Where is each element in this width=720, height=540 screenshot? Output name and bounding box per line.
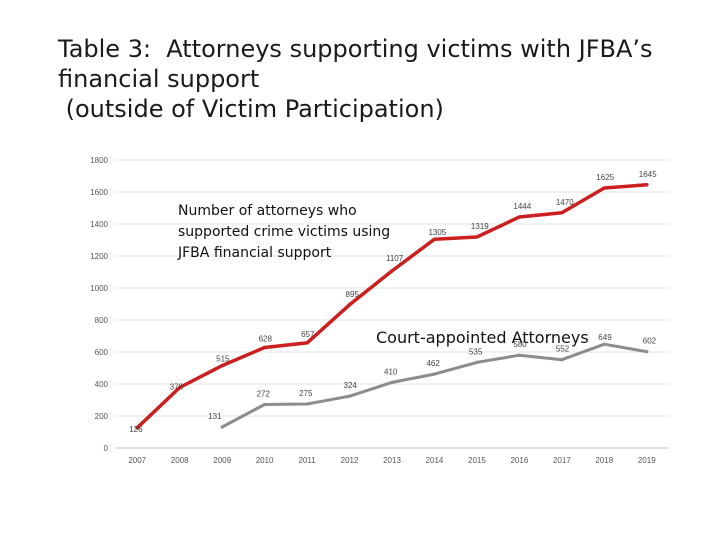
y-tick-label: 600 bbox=[95, 348, 109, 357]
y-tick-label: 1800 bbox=[90, 156, 108, 165]
data-point bbox=[517, 353, 521, 357]
data-point bbox=[305, 341, 309, 345]
data-point bbox=[560, 358, 564, 362]
data-label: 1107 bbox=[386, 254, 404, 263]
x-tick-label: 2009 bbox=[213, 456, 231, 465]
data-point bbox=[347, 394, 352, 398]
data-point bbox=[475, 235, 479, 239]
gridlines bbox=[116, 159, 668, 449]
title-line-2: financial support bbox=[58, 65, 260, 93]
annotation-red-line-2: supported crime victims using bbox=[178, 224, 390, 240]
slide-title: Table 3: Attorneys supporting victims wi… bbox=[58, 34, 698, 124]
data-point bbox=[602, 342, 606, 346]
data-label: 126 bbox=[129, 425, 143, 434]
annotation-red-line-3: JFBA financial support bbox=[177, 245, 332, 261]
series-line-1 bbox=[135, 183, 649, 430]
data-label: 324 bbox=[344, 381, 358, 390]
data-point bbox=[432, 372, 437, 376]
data-label: 1625 bbox=[596, 173, 614, 182]
data-point bbox=[220, 425, 224, 429]
data-point bbox=[178, 385, 182, 390]
y-tick-label: 1000 bbox=[90, 284, 108, 293]
data-label: 272 bbox=[257, 389, 271, 398]
y-tick-label: 1200 bbox=[90, 252, 108, 261]
data-point bbox=[602, 186, 606, 190]
x-tick-label: 2016 bbox=[510, 456, 528, 465]
data-point bbox=[645, 350, 649, 354]
y-axis-ticks: 0 200 400 600 800 1000 1200 1400 1600 1800 bbox=[90, 156, 108, 453]
data-point bbox=[432, 237, 437, 241]
data-label: 462 bbox=[426, 359, 440, 368]
x-tick-label: 2012 bbox=[341, 456, 359, 465]
title-line-1: Table 3: Attorneys supporting victims wi… bbox=[58, 35, 653, 63]
x-tick-label: 2015 bbox=[468, 456, 486, 465]
data-label: 1319 bbox=[471, 222, 489, 231]
x-tick-label: 2017 bbox=[553, 456, 571, 465]
data-labels: 126 378 515 628 657 895 1107 1305 1319 1444 1470 16… bbox=[129, 170, 657, 434]
x-tick-label: 2019 bbox=[638, 456, 656, 465]
data-label: 378 bbox=[170, 383, 184, 392]
data-point bbox=[645, 183, 649, 187]
x-tick-label: 2018 bbox=[595, 456, 613, 465]
y-tick-label: 1400 bbox=[90, 220, 108, 229]
data-label: 657 bbox=[301, 330, 315, 339]
data-label: 515 bbox=[216, 355, 230, 364]
data-point bbox=[220, 364, 224, 368]
data-label: 580 bbox=[513, 340, 527, 349]
data-label: 649 bbox=[598, 333, 612, 342]
data-point bbox=[390, 380, 394, 384]
title-line-3: (outside of Victim Participation) bbox=[58, 95, 444, 123]
annotation-red-line-1: Number of attorneys who bbox=[178, 203, 357, 219]
data-label: 410 bbox=[384, 367, 398, 376]
y-tick-label: 200 bbox=[95, 412, 109, 421]
data-label: 552 bbox=[556, 345, 570, 354]
annotation-court-appointed: Court-appointed Attorneys bbox=[376, 328, 589, 347]
data-label: 275 bbox=[299, 389, 313, 398]
y-tick-label: 400 bbox=[95, 380, 109, 389]
data-point bbox=[263, 345, 267, 350]
series-line-2 bbox=[220, 342, 649, 429]
data-label: 1470 bbox=[556, 198, 574, 207]
series-lines bbox=[135, 183, 649, 430]
data-label: 628 bbox=[259, 335, 273, 344]
y-tick-label: 800 bbox=[95, 316, 109, 325]
data-point bbox=[135, 426, 139, 430]
x-axis-ticks: 2007 2008 2009 2010 2011 2012 2013 2014 2015 2016… bbox=[128, 456, 656, 465]
x-tick-label: 2014 bbox=[426, 456, 444, 465]
x-tick-label: 2010 bbox=[256, 456, 274, 465]
data-label: 1444 bbox=[513, 202, 531, 211]
x-tick-label: 2008 bbox=[171, 456, 189, 465]
data-label: 602 bbox=[643, 337, 657, 346]
data-point bbox=[305, 402, 309, 406]
data-label: 895 bbox=[346, 290, 360, 299]
data-point bbox=[475, 360, 479, 364]
data-point bbox=[390, 269, 394, 273]
y-tick-label: 1600 bbox=[90, 188, 108, 197]
data-label: 131 bbox=[208, 412, 222, 421]
data-label: 1305 bbox=[428, 228, 446, 237]
x-tick-label: 2013 bbox=[383, 456, 401, 465]
data-point bbox=[560, 211, 564, 215]
y-tick-label: 0 bbox=[104, 444, 109, 453]
x-tick-label: 2011 bbox=[298, 456, 316, 465]
data-label: 1645 bbox=[639, 170, 657, 179]
data-point bbox=[517, 215, 521, 219]
annotation-red-series: Number of attorneys who supported crime … bbox=[177, 203, 390, 261]
data-label: 535 bbox=[469, 347, 483, 356]
data-point bbox=[347, 303, 352, 307]
data-point bbox=[263, 402, 267, 407]
x-tick-label: 2007 bbox=[128, 456, 146, 465]
